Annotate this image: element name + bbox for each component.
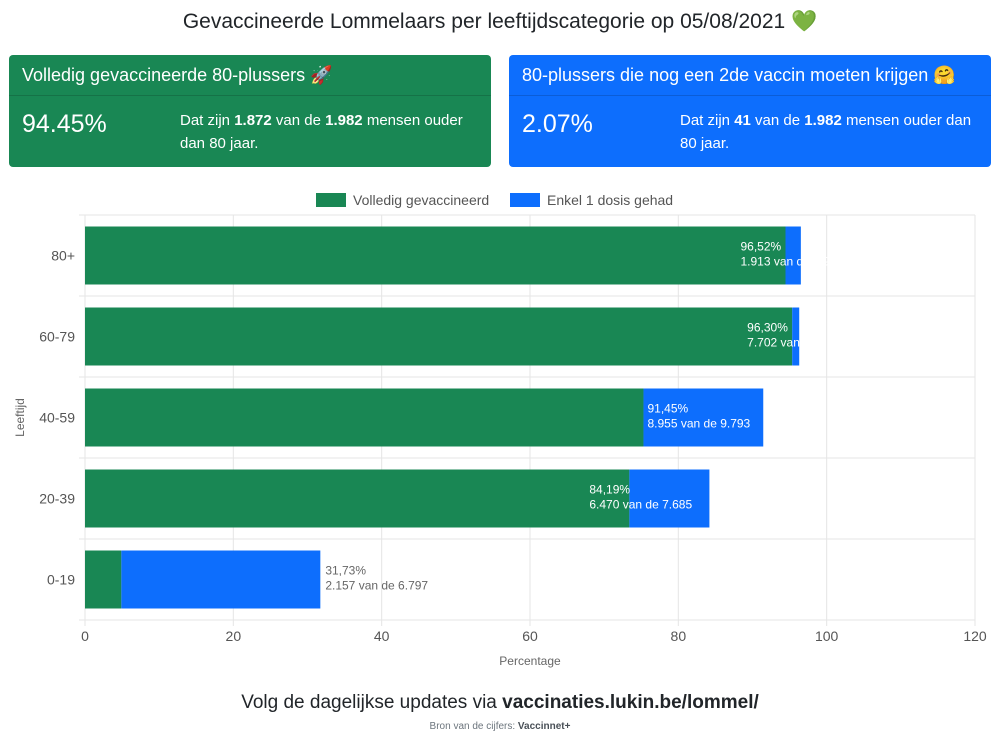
y-tick-label-3: 20-39 bbox=[39, 491, 75, 507]
footer-source-name: Vaccinnet+ bbox=[517, 721, 571, 732]
card-text-mid: van de bbox=[750, 112, 805, 129]
x-tick-label-5: 100 bbox=[815, 628, 839, 644]
data-label-pct-0: 96,52% bbox=[741, 240, 782, 254]
data-label-detail-1: 7.702 van de 7.998 bbox=[747, 336, 850, 350]
y-tick-label-0: 80+ bbox=[51, 248, 75, 264]
footer-updates: Volg de dagelijkse updates via vaccinati… bbox=[0, 692, 1000, 714]
card-total: 1.982 bbox=[325, 112, 363, 129]
bar-80+-0 bbox=[85, 226, 786, 285]
bar-0-19-1 bbox=[121, 550, 321, 609]
x-tick-label-2: 40 bbox=[374, 628, 390, 644]
page-title: Gevaccineerde Lommelaars per leeftijdsca… bbox=[0, 10, 1000, 34]
card-count: 41 bbox=[734, 112, 751, 129]
x-tick-label-0: 0 bbox=[81, 628, 89, 644]
page-title-text: Gevaccineerde Lommelaars per leeftijdsca… bbox=[182, 10, 786, 33]
data-label-detail-3: 6.470 van de 7.685 bbox=[589, 498, 692, 512]
bar-80+-1 bbox=[785, 226, 801, 285]
x-tick-label-3: 60 bbox=[522, 628, 538, 644]
card-text: Dat zijn 1.872 van de 1.982 mensen ouder… bbox=[180, 109, 480, 155]
card-value: 94.45% bbox=[22, 110, 107, 138]
card-header: 80-plussers die nog een 2de vaccin moete… bbox=[509, 55, 991, 96]
data-label-pct-1: 96,30% bbox=[747, 321, 788, 335]
data-label-detail-2: 8.955 van de 9.793 bbox=[647, 417, 750, 431]
bar-20-39-0 bbox=[85, 469, 630, 528]
card-second-dose-80plus: 80-plussers die nog een 2de vaccin moete… bbox=[509, 55, 991, 167]
stacked-bar-chart: Volledig gevaccineerd Enkel 1 dosis gehad… bbox=[13, 192, 987, 668]
data-label-pct-3: 84,19% bbox=[589, 483, 630, 497]
data-label-detail-4: 2.157 van de 6.797 bbox=[325, 579, 428, 593]
y-axis-title: Leeftijd bbox=[13, 398, 27, 437]
card-text-post: mensen ouder dan 80 jaar. bbox=[180, 112, 463, 152]
x-tick-label-1: 20 bbox=[226, 628, 242, 644]
legend-label-1: Enkel 1 dosis gehad bbox=[547, 192, 673, 208]
card-text-pre: Dat zijn bbox=[180, 112, 235, 129]
footer-source-label: Bron van de cijfers: bbox=[429, 721, 518, 732]
data-label-pct-4: 31,73% bbox=[325, 564, 366, 578]
card-total: 1.982 bbox=[804, 112, 842, 129]
rocket-icon: 🚀 bbox=[310, 65, 333, 85]
bar-0-19-0 bbox=[85, 550, 122, 609]
card-text-pre: Dat zijn bbox=[680, 112, 735, 129]
legend-swatch-1 bbox=[510, 193, 540, 207]
data-label-pct-2: 91,45% bbox=[647, 402, 688, 416]
bar-60-79-1 bbox=[792, 307, 800, 366]
legend-label-0: Volledig gevaccineerd bbox=[353, 192, 489, 208]
legend-swatch-0 bbox=[316, 193, 346, 207]
card-text-post: mensen ouder dan 80 jaar. bbox=[680, 112, 972, 152]
data-label-detail-0: 1.913 van de 1.982 bbox=[741, 255, 844, 269]
card-header: Volledig gevaccineerde 80-plussers 🚀 bbox=[9, 55, 491, 96]
y-tick-label-1: 60-79 bbox=[39, 329, 75, 345]
bar-40-59-0 bbox=[85, 388, 644, 447]
y-tick-label-2: 40-59 bbox=[39, 410, 75, 426]
footer-text: Volg de dagelijkse updates via bbox=[241, 692, 503, 713]
card-text: Dat zijn 41 van de 1.982 mensen ouder da… bbox=[680, 109, 980, 155]
footer-source: Bron van de cijfers: Vaccinnet+ bbox=[0, 721, 1000, 732]
card-body: 94.45% Dat zijn 1.872 van de 1.982 mense… bbox=[9, 96, 491, 167]
card-header-text: 80-plussers die nog een 2de vaccin moete… bbox=[522, 65, 929, 85]
x-axis-title: Percentage bbox=[499, 654, 561, 668]
bar-20-39-1 bbox=[629, 469, 710, 528]
card-value: 2.07% bbox=[522, 110, 593, 138]
card-header-text: Volledig gevaccineerde 80-plussers bbox=[22, 65, 306, 85]
card-body: 2.07% Dat zijn 41 van de 1.982 mensen ou… bbox=[509, 96, 991, 167]
x-tick-label-4: 80 bbox=[671, 628, 687, 644]
hugging-face-icon: 🤗 bbox=[933, 65, 956, 85]
y-tick-label-4: 0-19 bbox=[47, 572, 75, 588]
bar-40-59-1 bbox=[643, 388, 764, 447]
bar-60-79-0 bbox=[85, 307, 793, 366]
green-heart-icon: 💚 bbox=[791, 10, 818, 33]
card-text-mid: van de bbox=[271, 112, 326, 129]
card-fully-vaccinated-80plus: Volledig gevaccineerde 80-plussers 🚀 94.… bbox=[9, 55, 491, 167]
footer-link[interactable]: vaccinaties.lukin.be/lommel/ bbox=[502, 692, 759, 713]
x-tick-label-6: 120 bbox=[963, 628, 987, 644]
card-count: 1.872 bbox=[234, 112, 272, 129]
